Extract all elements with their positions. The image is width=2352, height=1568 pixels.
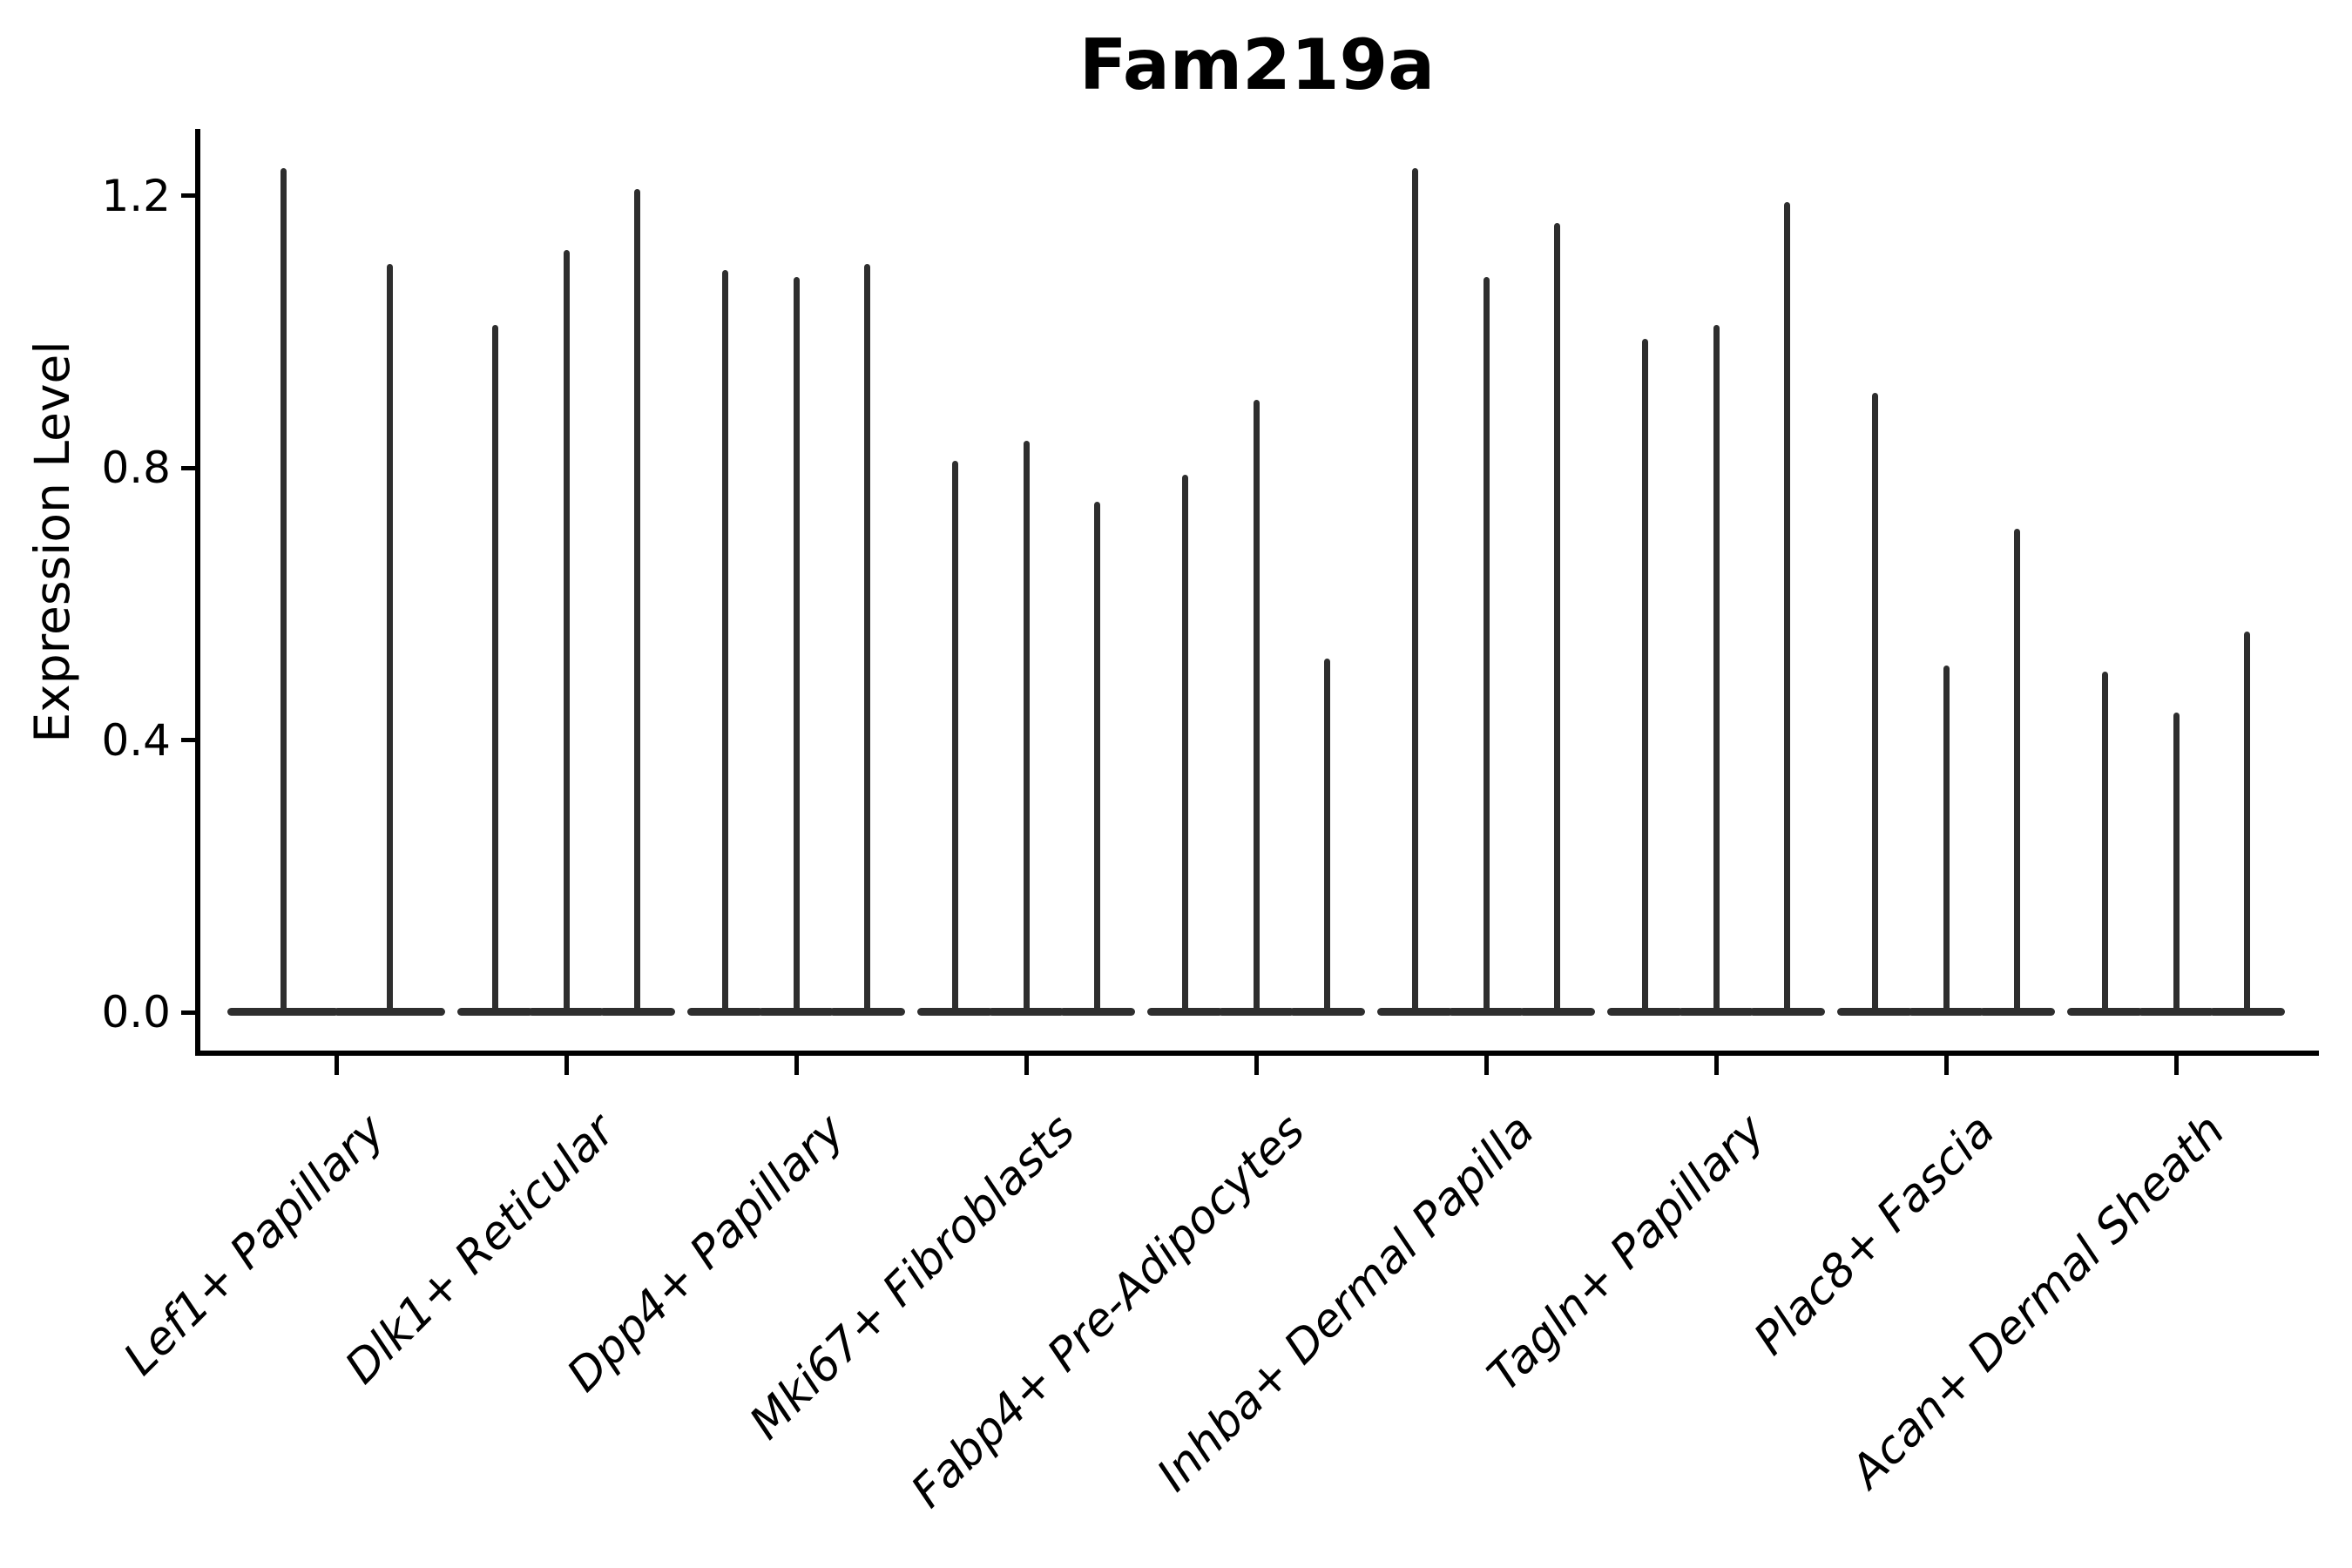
violin-spike bbox=[492, 324, 499, 1012]
violin-spike bbox=[1553, 222, 1560, 1012]
y-axis-spine bbox=[195, 129, 200, 1056]
violin-spike bbox=[1642, 338, 1649, 1012]
y-tick bbox=[181, 738, 198, 742]
y-tick bbox=[181, 465, 198, 470]
y-tick bbox=[181, 193, 198, 198]
y-tick-label: 0.8 bbox=[101, 443, 171, 493]
chart-title: Fam219a bbox=[1078, 24, 1436, 105]
y-tick-label: 0.4 bbox=[101, 714, 171, 766]
y-tick-label: 0.0 bbox=[101, 987, 171, 1037]
y-tick bbox=[181, 1010, 198, 1015]
x-tick-label: Acan+ Dermal Sheath bbox=[1841, 1105, 2235, 1498]
violin-spike bbox=[863, 263, 870, 1012]
violin-spike bbox=[2173, 713, 2180, 1012]
violin-spike bbox=[386, 263, 393, 1012]
violin-spike bbox=[563, 250, 570, 1012]
x-tick-label: Inhba+ Dermal Papilla bbox=[1147, 1105, 1545, 1502]
violin-spike bbox=[1872, 393, 1879, 1012]
violin-spike bbox=[1783, 202, 1790, 1012]
x-tick-label: Fabp4+ Pre-Adipocytes bbox=[901, 1105, 1315, 1518]
violin-spike bbox=[793, 277, 800, 1012]
x-tick bbox=[564, 1051, 569, 1075]
y-axis-label: Expression Level bbox=[24, 341, 80, 743]
violin-spike bbox=[2102, 672, 2109, 1012]
violin-spike bbox=[1323, 658, 1330, 1012]
violin-spike bbox=[280, 168, 287, 1012]
violin-spike bbox=[633, 188, 640, 1012]
x-tick bbox=[334, 1051, 339, 1075]
x-tick bbox=[2173, 1051, 2179, 1075]
violin-spike bbox=[1023, 440, 1030, 1012]
x-tick bbox=[1713, 1051, 1719, 1075]
y-tick-label: 1.2 bbox=[101, 170, 171, 221]
x-tick bbox=[1254, 1051, 1259, 1075]
violin-spike bbox=[1182, 474, 1189, 1012]
x-tick-label: Plac8+ Fascia bbox=[1744, 1105, 2005, 1366]
x-tick bbox=[1943, 1051, 1949, 1075]
violin-spike bbox=[1713, 324, 1720, 1012]
x-tick bbox=[1484, 1051, 1489, 1075]
x-tick bbox=[794, 1051, 799, 1075]
violin-spike bbox=[1483, 277, 1490, 1012]
x-tick bbox=[1024, 1051, 1029, 1075]
violin-spike bbox=[722, 270, 729, 1012]
violin-spike bbox=[1093, 502, 1100, 1012]
violin-spike bbox=[952, 461, 959, 1012]
violin-spike bbox=[2013, 529, 2020, 1012]
violin-spike bbox=[2243, 631, 2250, 1012]
violin-spike bbox=[1943, 665, 1950, 1012]
violin-spike bbox=[1412, 168, 1419, 1012]
violin-spike bbox=[1253, 399, 1260, 1012]
